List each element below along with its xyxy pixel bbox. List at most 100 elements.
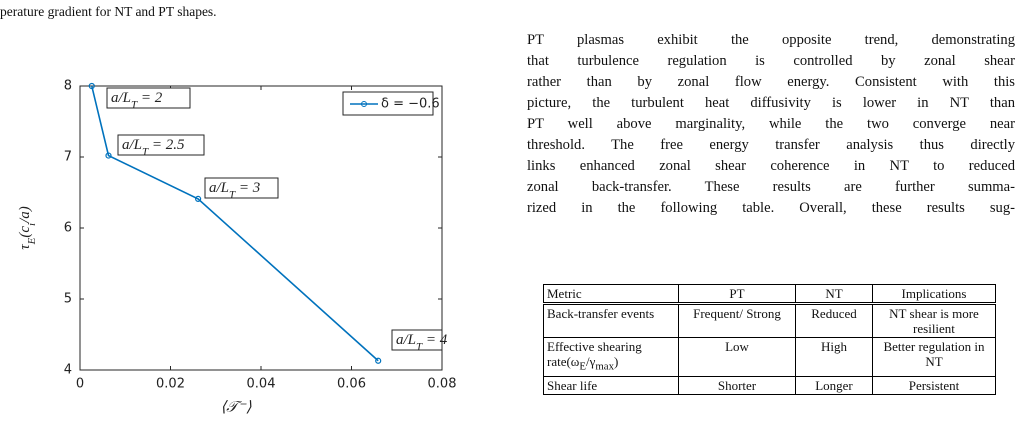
text-line: picture, the turbulent heat diffusivity … [527, 95, 1015, 111]
x-tick-label: 0.08 [428, 377, 457, 392]
text-line: links enhanced zonal shear coherence in … [527, 158, 1015, 174]
subscript: i [26, 223, 38, 226]
annotation: a/LT = 2 [111, 90, 163, 110]
point [375, 357, 382, 364]
table-cell: Shorter [678, 375, 796, 395]
math-text: = 2.5 [148, 137, 185, 153]
cell-text: Metric [547, 286, 582, 301]
cell-text: High [821, 339, 847, 354]
annotation-box [106, 87, 191, 109]
table-wrap: Metric PT NT Implications Back-transfer even… [543, 284, 1003, 445]
math-text: a/L [209, 180, 229, 196]
text-line: zonal back-transfer. These results are f… [527, 179, 1015, 195]
cell-text: NT [825, 286, 843, 301]
annotation-box [391, 329, 443, 351]
table-row: Metric PT NT Implications [543, 284, 996, 305]
table-cell: Frequent/ Strong [678, 303, 796, 338]
math-text: (c [17, 226, 33, 238]
text-line: that turbulence regulation is controlled… [527, 53, 1015, 69]
math-text: ) [614, 354, 619, 369]
subscript: T [229, 189, 236, 201]
y-tick-label: 5 [64, 292, 72, 307]
table-cell: Implications [872, 284, 996, 305]
table: Metric PT NT Implications Back-transfer even… [543, 284, 996, 395]
legend-label: δ = −0.6 [381, 97, 440, 112]
cell-text: Shorter [717, 377, 757, 393]
subscript: E [26, 237, 38, 245]
table-cell: Metric [543, 284, 679, 305]
math-text: = 2 [137, 90, 163, 106]
math-text: = 4 [422, 332, 448, 348]
table-cell: Reduced [795, 303, 873, 338]
annotation: a/LT = 2.5 [122, 137, 185, 157]
math-text: a/L [111, 90, 131, 106]
cell-text: Persistent [908, 377, 960, 393]
table-row: Shear life Shorter Longer Persistent [543, 375, 996, 395]
math-text: a/L [122, 137, 142, 153]
cell-text: Back-transfer events [547, 306, 655, 321]
y-tick-label: 4 [64, 363, 72, 378]
table-cell: NT [795, 284, 873, 305]
series-line [90, 85, 379, 362]
x-tick-label: 0.02 [156, 377, 185, 392]
cell-text: Shear life [547, 377, 598, 393]
cell-text: Longer [815, 377, 853, 393]
x-tick-label: 0 [76, 377, 84, 392]
annotation-box [117, 134, 205, 156]
math-text: = 3 [235, 180, 260, 196]
math-text: /γ [586, 354, 596, 369]
cell-text: PT [729, 286, 745, 301]
table-cell: Low [678, 337, 796, 377]
table-cell: High [795, 337, 873, 377]
math-text: /a) [17, 206, 33, 224]
text-line: rather than by zonal flow energy. Consis… [527, 74, 1015, 90]
point [88, 82, 95, 90]
text-line: PT plasmas exhibit the opposite trend, d… [527, 32, 1015, 48]
table-cell: Shear life [543, 375, 679, 395]
legend-box [342, 91, 434, 116]
x-tick-label: 0.06 [337, 377, 366, 392]
table-cell: Effective shearing rate(ωE/γmax) [543, 337, 679, 377]
text-line: PT well above marginality, while the two… [527, 116, 1015, 132]
table-row: Back-transfer events Frequent/ Strong Redu… [543, 303, 996, 338]
annotation: a/LT = 3 [209, 180, 260, 200]
text-line: rized in the following table. Overall, t… [527, 200, 1015, 216]
subscript: T [131, 99, 138, 111]
cell-text: Reduced [811, 306, 857, 321]
cell-text: Better regulation in NT [883, 339, 985, 369]
subscript: T [142, 146, 149, 158]
legend-marker [361, 101, 367, 107]
text-line: threshold. The free energy transfer anal… [527, 137, 1015, 153]
table-row: Effective shearing rate(ωE/γmax) Low High B… [543, 337, 996, 377]
math-text: E [579, 360, 586, 373]
x-axis-label: ⟨𝒯⁻⟩ [220, 399, 251, 415]
math-text: a/L [396, 332, 416, 348]
y-tick-label: 8 [64, 79, 72, 94]
table-cell: Better regulation in NT [872, 337, 996, 377]
math-text: max [595, 360, 615, 373]
plot-frame [79, 85, 443, 371]
cell-text: Frequent/ Strong [693, 306, 781, 321]
point [195, 195, 202, 202]
x-tick-label: 0.04 [247, 377, 276, 392]
math-text: τ [17, 244, 33, 250]
y-axis-label: τE(ci/a) [17, 206, 37, 250]
point [105, 152, 112, 159]
subscript: T [416, 341, 423, 353]
table-cell: Persistent [872, 375, 996, 395]
annotation: a/LT = 4 [396, 332, 448, 352]
caption: perature gradient for NT and PT shapes. [0, 4, 217, 19]
y-tick-label: 6 [64, 221, 72, 236]
table-cell: Back-transfer events [543, 303, 679, 338]
cell-text: Implications [901, 286, 967, 301]
y-tick-label: 7 [64, 150, 72, 165]
chart: ⟨𝒯⁻⟩ 4 5 6 7 8 0 0.02 0.04 0.06 0.08 τE(ci/a) δ = −… [17, 79, 457, 416]
paragraph: PT plasmas exhibit the opposite trend, d… [527, 30, 1015, 219]
cell-text: Low [725, 339, 749, 354]
table-cell: NT shear is more resilient [872, 303, 996, 338]
cell-text: Effective shearing rate(ω [547, 339, 642, 369]
table-cell: Longer [795, 375, 873, 395]
cell-text: NT shear is more resilient [889, 306, 979, 336]
annotation-box [204, 177, 279, 199]
